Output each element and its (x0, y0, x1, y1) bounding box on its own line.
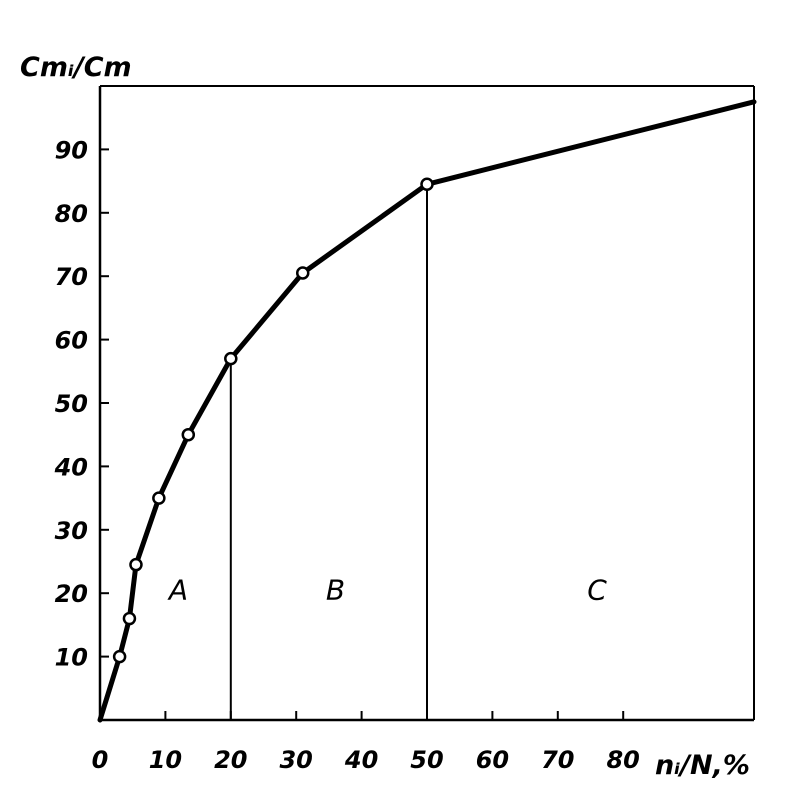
x-tick-label: 50 (410, 746, 443, 774)
region-label-b: B (326, 574, 345, 607)
y-tick-label: 60 (55, 327, 88, 355)
y-tick-label: 50 (55, 390, 88, 418)
data-point (112, 649, 127, 664)
divider-lines (229, 184, 428, 720)
x-tick-label: 80 (606, 746, 639, 774)
y-axis-title: Cmᵢ/Cm (20, 52, 132, 83)
data-point (129, 557, 143, 572)
region-label-c: C (587, 574, 607, 607)
data-point (420, 177, 434, 192)
x-tick-label: 10 (149, 746, 182, 774)
y-tick-label: 70 (55, 263, 88, 291)
region-labels: A B C (167, 574, 607, 607)
x-axis-ticks: 0 10 20 30 40 50 60 70 80 (92, 711, 640, 774)
y-tick-label: 30 (55, 517, 88, 545)
data-point (122, 611, 137, 626)
data-point (295, 266, 310, 280)
data-point (224, 351, 238, 366)
y-tick-label: 40 (54, 453, 88, 481)
region-label-a: A (167, 574, 188, 607)
x-tick-label: 70 (541, 746, 574, 774)
data-point (181, 427, 196, 442)
y-tick-label: 10 (55, 644, 88, 672)
x-tick-label: 40 (344, 746, 378, 774)
x-axis-title: nᵢ/N,% (655, 750, 750, 781)
x-tick-label: 30 (279, 746, 312, 774)
data-points (112, 177, 434, 664)
data-point (152, 491, 166, 505)
series-line-path (97, 99, 757, 723)
y-axis-ticks: 10 20 30 40 50 60 70 80 90 (54, 136, 109, 672)
x-tick-label: 20 (214, 746, 247, 774)
series-line (97, 99, 757, 723)
y-tick-label: 80 (55, 200, 88, 228)
x-tick-label: 0 (92, 746, 109, 774)
y-tick-label: 90 (55, 136, 88, 164)
y-tick-label: 20 (55, 580, 88, 608)
x-tick-label: 60 (476, 746, 509, 774)
